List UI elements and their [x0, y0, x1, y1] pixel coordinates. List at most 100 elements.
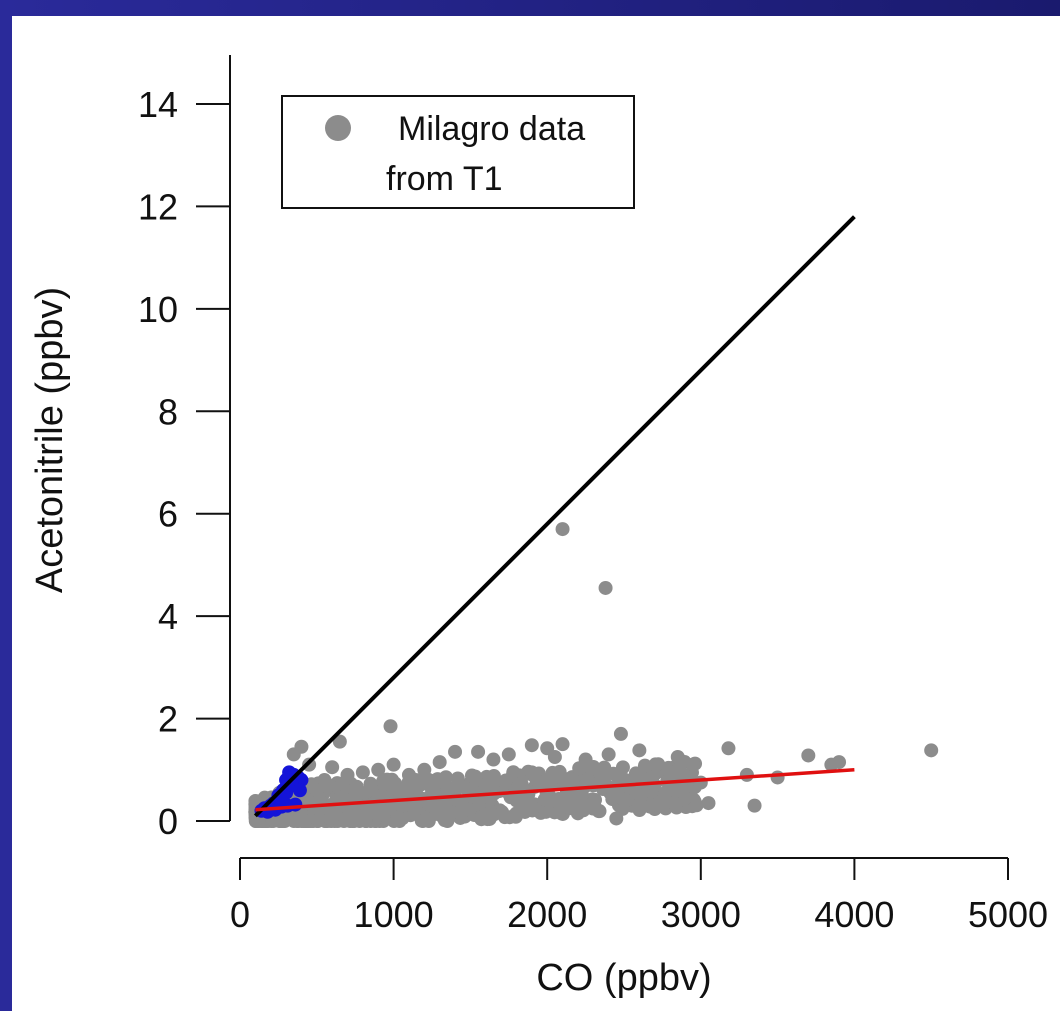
data-point [386, 757, 401, 772]
data-point [678, 790, 693, 805]
data-point [332, 734, 347, 749]
data-point [701, 796, 716, 811]
data-point-texture [390, 810, 405, 825]
data-point-texture [345, 814, 360, 828]
data-point-texture [648, 757, 663, 772]
data-point-texture [497, 775, 512, 790]
data-point [524, 738, 539, 753]
data-point [432, 755, 447, 770]
data-point [824, 757, 839, 772]
data-point [325, 760, 340, 775]
data-point [578, 752, 593, 767]
y-tick-label: 14 [138, 84, 178, 125]
data-point [371, 762, 386, 777]
data-point [663, 765, 678, 780]
data-point-texture [605, 792, 620, 807]
data-point-texture [665, 777, 680, 792]
y-tick-label: 12 [138, 186, 178, 227]
data-point-texture [415, 814, 430, 828]
data-point [613, 726, 628, 741]
data-point [524, 765, 539, 780]
data-point [693, 775, 708, 790]
data-point [309, 783, 324, 798]
y-tick-label: 2 [158, 699, 178, 740]
legend-box [281, 95, 635, 209]
data-point [509, 793, 524, 808]
x-tick-label: 5000 [968, 894, 1048, 935]
data-point-texture [407, 779, 422, 794]
data-point [721, 741, 736, 756]
data-point [478, 778, 493, 793]
data-point-texture [509, 806, 524, 821]
y-tick-label: 4 [158, 596, 178, 637]
data-point [448, 744, 463, 759]
data-point [598, 580, 613, 595]
legend-marker [325, 115, 351, 141]
data-point [632, 743, 647, 758]
data-point-texture [479, 807, 494, 822]
data-point-texture [689, 798, 704, 813]
black-fit-line [253, 215, 856, 818]
data-point [355, 765, 370, 780]
data-point-texture [611, 771, 626, 786]
y-axis-title: Acetonitrile (ppbv) [29, 287, 71, 593]
x-tick-label: 1000 [354, 894, 434, 935]
data-point [348, 788, 363, 803]
data-point [340, 767, 355, 782]
data-point-texture [642, 799, 657, 814]
x-axis-title: CO (ppbv) [536, 957, 711, 999]
data-point [292, 783, 307, 798]
data-point-texture [462, 802, 477, 817]
data-point [555, 737, 570, 752]
legend-line-1: Milagro data [398, 110, 585, 148]
data-point-texture [468, 769, 483, 784]
data-point [547, 749, 562, 764]
data-point [383, 719, 398, 734]
data-point [670, 749, 685, 764]
data-point-texture [422, 778, 437, 793]
y-tick-label: 0 [158, 801, 178, 842]
data-point [440, 783, 455, 798]
data-point [747, 798, 762, 813]
data-point-texture [629, 770, 644, 785]
data-point [286, 747, 301, 762]
axes: 0 2 4 6 8 10 12 14 0 1000 2000 3000 4000 5000 [138, 55, 1048, 935]
data-point [401, 767, 416, 782]
data-point [394, 798, 409, 813]
data-point-texture [591, 804, 606, 819]
data-point [629, 785, 644, 800]
data-point [555, 522, 570, 537]
x-tick-label: 2000 [507, 894, 587, 935]
data-point [471, 744, 486, 759]
data-point [363, 801, 378, 816]
data-point [609, 811, 624, 826]
data-point-texture [298, 814, 313, 828]
data-point [540, 773, 555, 788]
data-point [801, 748, 816, 763]
y-tick-label: 10 [138, 289, 178, 330]
data-point [601, 747, 616, 762]
data-point [501, 747, 516, 762]
data-point [570, 806, 585, 821]
data-point [317, 773, 332, 788]
data-point [686, 757, 701, 772]
data-point [425, 793, 439, 808]
data-point-texture [437, 813, 452, 828]
y-tick-label: 6 [158, 494, 178, 535]
data-point [770, 770, 785, 785]
x-tick-label: 0 [230, 894, 250, 935]
data-point-texture [498, 810, 513, 825]
data-point [924, 743, 939, 758]
data-point [417, 762, 432, 777]
legend-line-2: from T1 [386, 160, 503, 198]
x-tick-label: 3000 [661, 894, 741, 935]
data-point-texture [323, 811, 338, 826]
y-tick-label: 8 [158, 391, 178, 432]
legend: Milagro data from T1 [281, 95, 635, 209]
data-point-texture [450, 771, 465, 786]
data-point [288, 797, 303, 812]
data-points [248, 522, 939, 828]
data-point [486, 752, 501, 767]
fit-lines [253, 215, 856, 818]
